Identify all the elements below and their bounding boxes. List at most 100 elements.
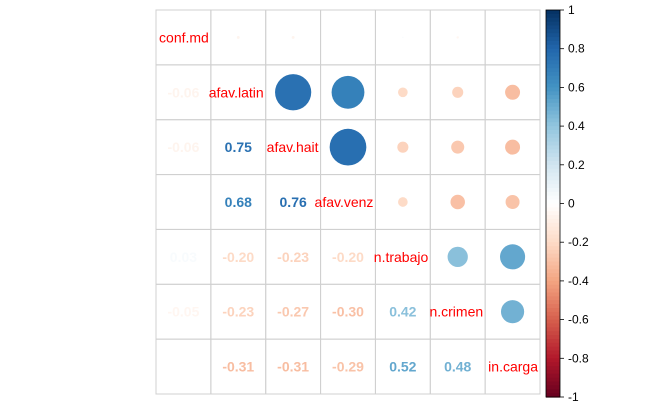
variable-label: afav.latin [209,84,264,100]
colorbar-segment [546,25,560,30]
colorbar-segment [546,176,560,181]
colorbar-segment [546,153,560,158]
correlation-value: -0.30 [332,304,364,320]
colorbar-segment [546,307,560,313]
colorbar-segment [546,149,560,154]
colorbar-segment [546,319,560,325]
correlation-circle [236,35,240,39]
colorbar-segment [546,141,560,147]
correlation-value: -0.31 [277,359,309,375]
correlation-circle [451,140,465,154]
correlation-value: 0.52 [389,359,416,375]
colorbar-segment [546,211,560,216]
colorbar-segment [546,199,560,205]
correlation-value: 0.76 [280,194,307,210]
colorbar-segment [546,381,560,386]
colorbar-segment [546,44,560,50]
correlation-value: 0.48 [444,359,471,375]
colorbar-segment [546,75,560,81]
correlation-value: -0.31 [222,359,254,375]
correlation-value: 0.42 [389,304,416,320]
colorbar-segment [546,191,560,197]
colorbar-segment [546,87,560,92]
colorbar-segment [546,17,560,23]
correlation-circle [500,244,526,270]
correlation-value: -0.29 [332,359,364,375]
correlation-circle [398,87,408,98]
colorbar-segment [546,331,560,336]
colorbar-segment [546,389,560,394]
correlation-value: -0.20 [222,249,254,265]
colorbar-segment [546,68,560,73]
colorbar-segment [546,346,560,352]
variable-label: afav.hait [267,139,319,155]
colorbar-segment [546,52,560,58]
colorbar-segment [546,203,560,208]
colorbar-segment [546,137,560,143]
colorbar-segment [546,215,560,220]
correlation-circle [291,35,295,39]
colorbar-segment [546,222,560,228]
colorbar-segment [546,106,560,112]
colorbar-tick-label: 0.6 [568,80,585,94]
colorbar-segment [546,277,560,282]
colorbar-segment [546,71,560,77]
colorbar-tick-label: -0.4 [568,274,589,288]
colorbar-segment [546,377,560,383]
correlation-value: -0.05 [167,304,199,320]
colorbar-tick-label: 0.2 [568,158,585,172]
colorbar-segment [546,269,560,274]
correlation-circle [331,75,365,109]
correlation-circle [505,84,521,100]
colorbar-tick-label: -0.2 [568,235,589,249]
correlation-value: -0.20 [332,249,364,265]
colorbar-segment [546,122,560,127]
variable-label: in.carga [488,359,538,375]
colorbar-segment [546,129,560,135]
colorbar-segment [546,358,560,363]
colorbar-segment [546,288,560,294]
colorbar-segment [546,327,560,332]
colorbar-segment [546,29,560,34]
variable-label: afav.venz [315,194,374,210]
colorbar-segment [546,184,560,189]
variable-label: n.trabajo [374,249,429,265]
colorbar-segment [546,188,560,193]
correlation-circle [275,74,312,111]
correlation-circle [447,246,468,267]
colorbar-segment [546,207,560,212]
correlation-circle [329,128,367,166]
colorbar-segment [546,118,560,123]
colorbar-segment [546,126,560,131]
colorbar-segment [546,114,560,119]
colorbar-segment [546,226,560,232]
colorbar-segment [546,102,560,108]
colorbar-segment [546,218,560,224]
grid-cell [155,174,212,230]
colorbar-tick-label: -1 [568,390,579,404]
colorbar-tick-label: 0.8 [568,42,585,56]
colorbar-segment [546,13,560,19]
colorbar-segment [546,335,560,340]
colorbar-segment [546,33,560,38]
colorbar-segment [546,280,560,286]
colorbar-segment [546,393,560,398]
colorbar-segment [546,385,560,390]
colorbar-segment [546,64,560,69]
colorbar-segment [546,296,560,301]
colorbar-segment [546,350,560,356]
correlation-circle [456,36,459,39]
colorbar-segment [546,315,560,321]
colorbar-segment [546,234,560,239]
colorbar-segment [546,91,560,96]
grid-cell [484,9,541,66]
colorbar-segment [546,10,560,15]
colorbar-segment [546,311,560,317]
colorbar-segment [546,253,560,259]
colorbar-segment [546,261,560,267]
correlation-circle [398,197,408,207]
colorbar-segment [546,354,560,359]
colorbar-segment [546,164,560,170]
grid-cell [320,9,376,66]
correlation-value: -0.23 [277,249,309,265]
